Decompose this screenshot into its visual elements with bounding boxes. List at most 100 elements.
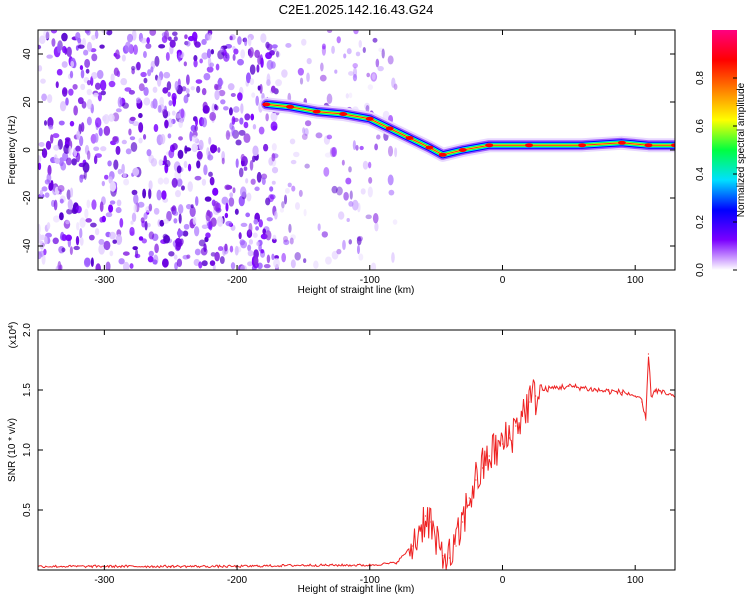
spectrogram-noise-cell bbox=[353, 30, 359, 35]
spectrogram-noise-cell bbox=[210, 217, 217, 227]
spectrogram-noise-cell bbox=[245, 178, 249, 184]
spectrogram-noise-cell bbox=[108, 204, 114, 213]
spectrogram-noise-cell bbox=[93, 146, 100, 151]
spectrogram-noise-cell bbox=[79, 227, 83, 239]
spectrogram-noise-cell bbox=[61, 234, 67, 242]
spectrogram-noise-cell bbox=[79, 217, 86, 228]
spectrogram-noise-cell bbox=[270, 85, 276, 93]
spectrogram-noise-cell bbox=[100, 90, 106, 96]
colorbar-tick-label: 0.2 bbox=[695, 215, 706, 229]
spectrogram-noise-cell bbox=[140, 37, 147, 44]
snr-data-point bbox=[541, 389, 543, 391]
spectrogram-noise-cell bbox=[233, 48, 239, 55]
spectrogram-noise-cell bbox=[195, 79, 203, 84]
spectrogram-noise-cell bbox=[86, 116, 92, 126]
spectrogram-noise-cell bbox=[167, 91, 171, 97]
spectrogram-noise-cell bbox=[185, 74, 190, 86]
spectrogram-noise-cell bbox=[254, 186, 260, 192]
spectrogram-noise-cell bbox=[79, 174, 84, 183]
spectrogram-noise-cell bbox=[240, 265, 247, 270]
spectrogram-noise-cell bbox=[59, 198, 64, 204]
spectrogram-noise-cell bbox=[152, 98, 158, 110]
spectrogram-noise-cell bbox=[266, 254, 271, 264]
spectrogram-noise-cell bbox=[84, 208, 89, 219]
spectrogram-noise-cell bbox=[118, 258, 125, 265]
spectrogram-noise-cell bbox=[174, 80, 179, 91]
spectrogram-noise-cell bbox=[184, 34, 188, 39]
spectrogram-noise-cell bbox=[65, 220, 70, 225]
spectrogram-noise-cell bbox=[352, 74, 358, 82]
spectrogram-noise-cell bbox=[281, 252, 287, 263]
spectrogram-noise-cell bbox=[225, 220, 233, 227]
spectrogram-noise-cell bbox=[362, 160, 369, 170]
spectrogram-noise-cell bbox=[46, 222, 51, 230]
spectrogram-noise-cell bbox=[207, 154, 214, 161]
spectrogram-noise-cell bbox=[209, 176, 215, 186]
spectrogram-noise-cell bbox=[186, 254, 191, 259]
spectrogram-noise-cell bbox=[217, 147, 221, 153]
spectrogram-noise-cell bbox=[394, 147, 398, 158]
spectrogram-noise-cell bbox=[221, 157, 225, 165]
spectrogram-noise-cell bbox=[271, 143, 277, 151]
spectrogram-noise-cell bbox=[61, 32, 68, 42]
spectrogram-noise-cell bbox=[157, 177, 164, 185]
spectrogram-noise-cell bbox=[265, 230, 272, 241]
spectrogram-noise-cell bbox=[148, 180, 153, 190]
spectrogram-noise-cell bbox=[283, 194, 288, 205]
spectrogram-noise-cell bbox=[66, 208, 73, 215]
spectrogram-noise-cell bbox=[39, 189, 44, 196]
snr-plot-area bbox=[38, 353, 675, 570]
spectrogram-noise-cell bbox=[257, 85, 261, 91]
spectrogram-noise-cell bbox=[348, 92, 353, 99]
spectrogram-noise-cell bbox=[393, 83, 398, 90]
spectrogram-noise-cell bbox=[265, 113, 269, 122]
spectrogram-noise-cell bbox=[176, 258, 183, 267]
spectrogram-noise-cell bbox=[135, 97, 141, 104]
spectrogram-noise-cell bbox=[319, 74, 327, 82]
spectrogram-noise-cell bbox=[131, 212, 137, 222]
spectrogram-noise-cell bbox=[331, 146, 338, 157]
spectrogram-noise-cell bbox=[53, 215, 60, 223]
snr-data-point bbox=[608, 390, 610, 392]
spectrogram-noise-cell bbox=[115, 49, 120, 60]
spectrogram-noise-cell bbox=[175, 237, 182, 246]
spectrogram-noise-cell bbox=[79, 237, 84, 246]
spectrogram-noise-cell bbox=[378, 47, 384, 53]
spectrogram-noise-cell bbox=[225, 202, 229, 212]
spectrogram-noise-cell bbox=[101, 180, 105, 187]
snr-data-point bbox=[661, 391, 663, 393]
spectrogram-noise-cell bbox=[69, 246, 73, 255]
spectrogram-noise-cell bbox=[247, 244, 252, 252]
spectrogram-noise-cell bbox=[364, 102, 370, 110]
spectrogram-noise-cell bbox=[365, 214, 372, 220]
spectrogram-noise-cell bbox=[290, 259, 296, 269]
spectrogram-noise-cell bbox=[185, 40, 191, 47]
spectrogram-ytick-label: -20 bbox=[22, 190, 33, 205]
spectrogram-noise-cell bbox=[256, 64, 260, 73]
spectrogram-noise-cell bbox=[374, 143, 378, 151]
spectrogram-xtick-label: -200 bbox=[227, 275, 247, 286]
snr-data-point bbox=[424, 515, 427, 517]
spectrogram-noise-cell bbox=[90, 257, 94, 268]
spectrogram-noise-cell bbox=[142, 188, 147, 199]
spectrogram-noise-cell bbox=[271, 44, 278, 49]
spectrogram-noise-cell bbox=[169, 39, 176, 48]
spectrogram-noise-cell bbox=[178, 136, 183, 141]
spectrogram-noise-cell bbox=[201, 178, 207, 186]
spectrogram-noise-cell bbox=[38, 44, 42, 50]
spectrogram-noise-cell bbox=[201, 117, 208, 128]
spectrogram-noise-cell bbox=[108, 176, 113, 184]
spectrogram-noise-cell bbox=[149, 30, 157, 36]
spectrogram-noise-cell bbox=[61, 247, 66, 253]
spectrogram-noise-cell bbox=[138, 137, 143, 144]
spectrogram-noise-cell bbox=[291, 185, 296, 192]
spectrogram-noise-cell bbox=[351, 199, 359, 211]
colorbar: 0.0 0.2 0.4 0.6 0.8 Normalized spectral ampl… bbox=[695, 30, 747, 277]
spectrogram-noise-cell bbox=[75, 235, 80, 246]
spectrogram-noise-cell bbox=[233, 106, 240, 113]
spectrogram-noise-cell bbox=[289, 237, 294, 245]
spectrogram-noise-cell bbox=[90, 75, 94, 87]
snr-x-label: Height of straight line (km) bbox=[298, 584, 415, 595]
spectrogram-noise-cell bbox=[163, 218, 169, 224]
spectrogram-noise-cell bbox=[343, 191, 349, 201]
